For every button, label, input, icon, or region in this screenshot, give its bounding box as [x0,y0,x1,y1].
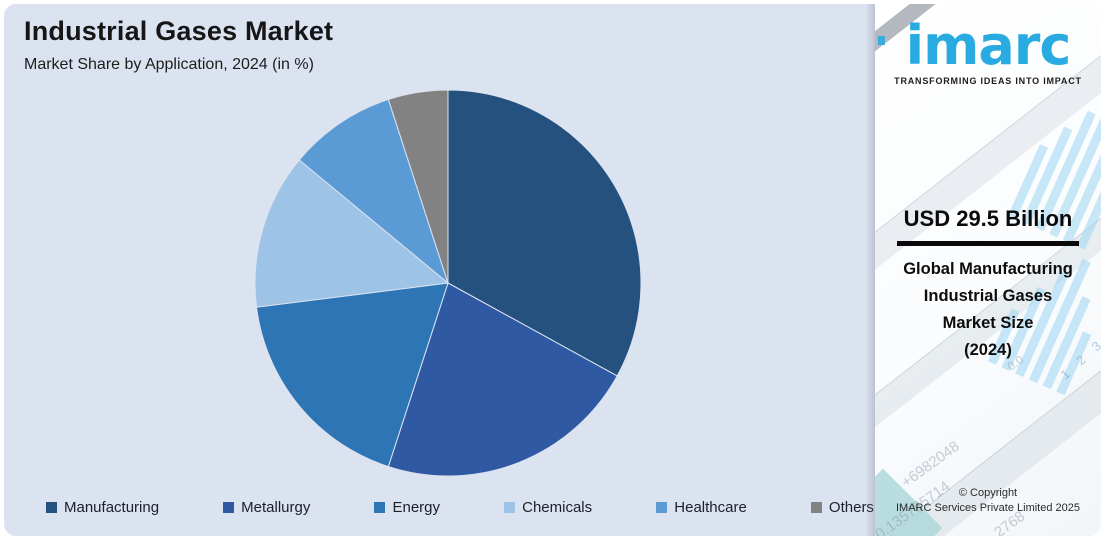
pie-slice-energy [255,282,449,468]
side-panel: +6982048 0.135785714 2768 0.0 1 2 3 4 im… [875,4,1101,536]
copyright-line2: IMARC Services Private Limited 2025 [895,502,1080,514]
chart-card: Industrial Gases Market Market Share by … [4,4,1101,536]
pie-slice-manufacturing [447,89,642,377]
panel-shadow-edge [865,4,875,536]
legend-swatch [504,501,516,513]
chart-legend: Manufacturing Metallurgy Energy Chemicals He… [46,497,874,517]
pie-slice-others [387,89,449,284]
legend-label: Healthcare [674,498,747,516]
market-size-stat: USD 29.5 Billion Global Manufacturing In… [875,206,1101,364]
stat-label-line: Market Size [942,314,1034,332]
legend-item-healthcare: Healthcare [656,499,747,516]
stat-label: Global Manufacturing Industrial Gases Ma… [875,256,1101,364]
legend-label: Energy [392,498,441,516]
legend-swatch [223,501,235,513]
imarc-logo-text: imarc [905,14,1072,77]
legend-swatch [810,501,822,513]
copyright-notice: © Copyright IMARC Services Private Limit… [875,486,1101,516]
legend-item-metallurgy: Metallurgy [223,499,310,516]
stat-label-line: Global Manufacturing [903,260,1073,278]
imarc-logo-tagline: TRANSFORMING IDEAS INTO IMPACT [894,75,1082,86]
legend-item-manufacturing: Manufacturing [46,499,159,516]
legend-item-chemicals: Chemicals [504,499,592,516]
legend-swatch [374,501,386,513]
pie-chart-container [248,83,648,483]
legend-swatch [46,501,57,513]
copyright-line1: © Copyright [958,487,1018,499]
pie-slice-chemicals [254,159,450,308]
legend-swatch [656,501,668,513]
pie-slice-metallurgy [387,282,618,477]
stat-label-line: (2024) [964,341,1012,359]
pie-slice-healthcare [298,98,450,285]
stat-label-line: Industrial Gases [923,287,1053,305]
pie-chart [254,89,642,477]
legend-label: Others [828,498,874,516]
page-subtitle: Market Share by Application, 2024 (in %) [24,56,314,73]
legend-label: Manufacturing [64,498,160,516]
stat-value: USD 29.5 Billion [903,206,1073,231]
legend-item-energy: Energy [374,499,440,516]
watermark-number: +6982048 [898,437,963,492]
legend-label: Chemicals [522,498,593,516]
imarc-logo: imarc TRANSFORMING IDEAS INTO IMPACT [875,14,1101,86]
legend-label: Metallurgy [241,498,311,516]
stat-divider [897,241,1079,246]
page-title: Industrial Gases Market [24,16,334,46]
legend-item-others: Others [810,498,874,516]
